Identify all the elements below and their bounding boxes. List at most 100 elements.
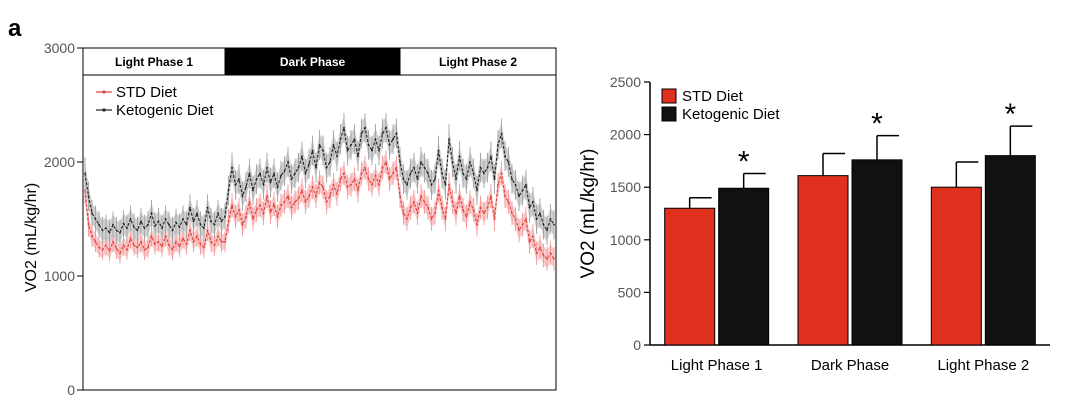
panel-label: a xyxy=(8,15,22,42)
data-point xyxy=(339,138,342,141)
data-point xyxy=(528,240,531,243)
data-point xyxy=(105,244,107,247)
data-point xyxy=(364,166,366,169)
data-point xyxy=(297,166,300,169)
category-label: Dark Phase xyxy=(811,357,889,374)
data-point xyxy=(105,227,107,230)
data-point xyxy=(367,178,370,181)
data-point xyxy=(101,248,104,251)
data-point xyxy=(448,138,450,141)
data-point xyxy=(311,149,314,152)
bar xyxy=(851,159,903,346)
data-point xyxy=(549,218,552,220)
data-point xyxy=(290,206,293,209)
data-point xyxy=(266,195,268,198)
data-point xyxy=(101,229,104,232)
category-label: Light Phase 2 xyxy=(937,357,1029,374)
data-point xyxy=(535,218,538,220)
legend-swatch xyxy=(661,88,677,104)
data-point xyxy=(444,218,447,220)
data-point xyxy=(521,223,524,226)
data-point xyxy=(420,161,422,163)
data-point xyxy=(161,227,163,230)
data-point xyxy=(185,243,188,245)
data-point xyxy=(280,204,282,207)
data-point xyxy=(283,170,286,173)
line-chart-vo2-timecourse: Light Phase 1 Dark Phase Light Phase 2 0 100… xyxy=(23,40,557,398)
data-point xyxy=(493,218,496,220)
y-axis-title: VO2 (mL/kg/hr) xyxy=(23,183,40,292)
legend-label: Ketogenic Diet xyxy=(116,102,214,119)
data-point xyxy=(255,178,258,181)
data-point xyxy=(535,252,538,255)
data-point xyxy=(476,189,478,192)
data-point xyxy=(532,201,534,203)
data-point xyxy=(399,195,401,198)
bar xyxy=(664,207,716,346)
data-point xyxy=(539,212,541,215)
data-point xyxy=(497,183,499,186)
data-point xyxy=(549,252,552,255)
data-point xyxy=(280,174,282,177)
bar xyxy=(797,175,849,346)
legend-swatch xyxy=(661,106,677,122)
data-point xyxy=(119,231,121,234)
data-point xyxy=(486,166,489,169)
data-point xyxy=(381,166,384,169)
data-point xyxy=(315,166,317,169)
data-point xyxy=(472,208,475,211)
data-point xyxy=(504,155,506,158)
data-point xyxy=(374,138,377,141)
data-point xyxy=(360,132,363,135)
data-point xyxy=(199,243,202,245)
y-tick-label: 3000 xyxy=(44,40,75,56)
data-point xyxy=(434,178,436,181)
data-point xyxy=(161,245,163,248)
data-point xyxy=(238,208,240,211)
data-point xyxy=(416,212,419,215)
data-point xyxy=(497,144,499,146)
data-point xyxy=(91,212,93,215)
data-point xyxy=(273,203,275,206)
data-point xyxy=(276,186,279,188)
data-point xyxy=(371,149,373,152)
data-point xyxy=(479,206,482,209)
data-point xyxy=(189,206,191,209)
data-point xyxy=(154,243,156,245)
data-point xyxy=(87,195,90,198)
data-point xyxy=(140,240,142,243)
data-point xyxy=(206,206,209,209)
data-point xyxy=(185,223,188,226)
data-point xyxy=(262,212,265,215)
data-point xyxy=(437,189,440,192)
data-point xyxy=(427,206,429,209)
error-band xyxy=(85,152,554,268)
data-point xyxy=(409,206,412,209)
data-point xyxy=(301,155,303,158)
data-point xyxy=(290,178,293,181)
data-point xyxy=(227,220,230,223)
data-point xyxy=(112,240,114,243)
data-point xyxy=(150,212,153,215)
data-point xyxy=(392,138,394,141)
data-point xyxy=(441,206,443,209)
legend-label: STD Diet xyxy=(682,88,744,105)
data-point xyxy=(287,161,289,163)
data-point xyxy=(133,226,135,228)
data-point xyxy=(210,220,212,223)
data-point xyxy=(346,186,349,188)
legend-label: Ketogenic Diet xyxy=(682,106,780,123)
data-point xyxy=(339,178,342,181)
y-tick-label: 2000 xyxy=(610,127,641,143)
y-tick-label: 1500 xyxy=(610,179,641,195)
data-point xyxy=(500,172,503,175)
data-point xyxy=(136,229,139,232)
data-point xyxy=(178,245,181,248)
data-point xyxy=(329,161,331,163)
data-point xyxy=(297,197,300,200)
data-point xyxy=(213,223,216,226)
data-point xyxy=(423,201,426,203)
data-point xyxy=(241,195,244,198)
data-point xyxy=(385,161,387,163)
data-point xyxy=(157,240,160,243)
